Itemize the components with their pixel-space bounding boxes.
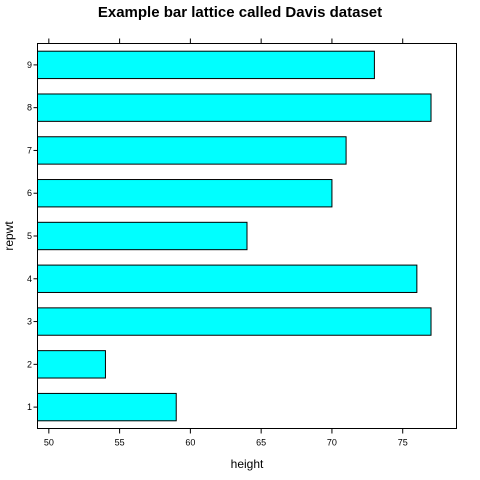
y-tick-label: 1 [27,402,32,412]
y-tick-label: 7 [27,145,32,155]
bar-9 [37,50,375,80]
bar-6 [37,179,333,208]
x-tick-label: 65 [256,438,266,448]
bar-4 [37,264,418,293]
x-tick-label: 50 [44,438,54,448]
bar-1 [37,392,177,422]
y-axis-label: repwt [2,221,16,251]
y-tick-label: 3 [27,317,32,327]
y-tick-label: 8 [27,103,32,113]
y-tick-label: 4 [27,274,32,284]
y-tick-label: 2 [27,359,32,369]
bar-2 [37,350,106,379]
bar-7 [37,136,347,165]
bar-3 [37,307,432,336]
y-tick-label: 5 [27,231,32,241]
chart-title: Example bar lattice called Davis dataset [98,4,382,21]
x-tick-label: 55 [115,438,125,448]
x-axis-label: height [231,457,264,471]
x-tick-label: 70 [327,438,337,448]
x-tick-label: 75 [398,438,408,448]
x-tick-label: 60 [185,438,195,448]
bar-5 [37,221,248,251]
bar-8 [37,93,432,122]
y-tick-label: 6 [27,188,32,198]
y-tick-label: 9 [27,60,32,70]
